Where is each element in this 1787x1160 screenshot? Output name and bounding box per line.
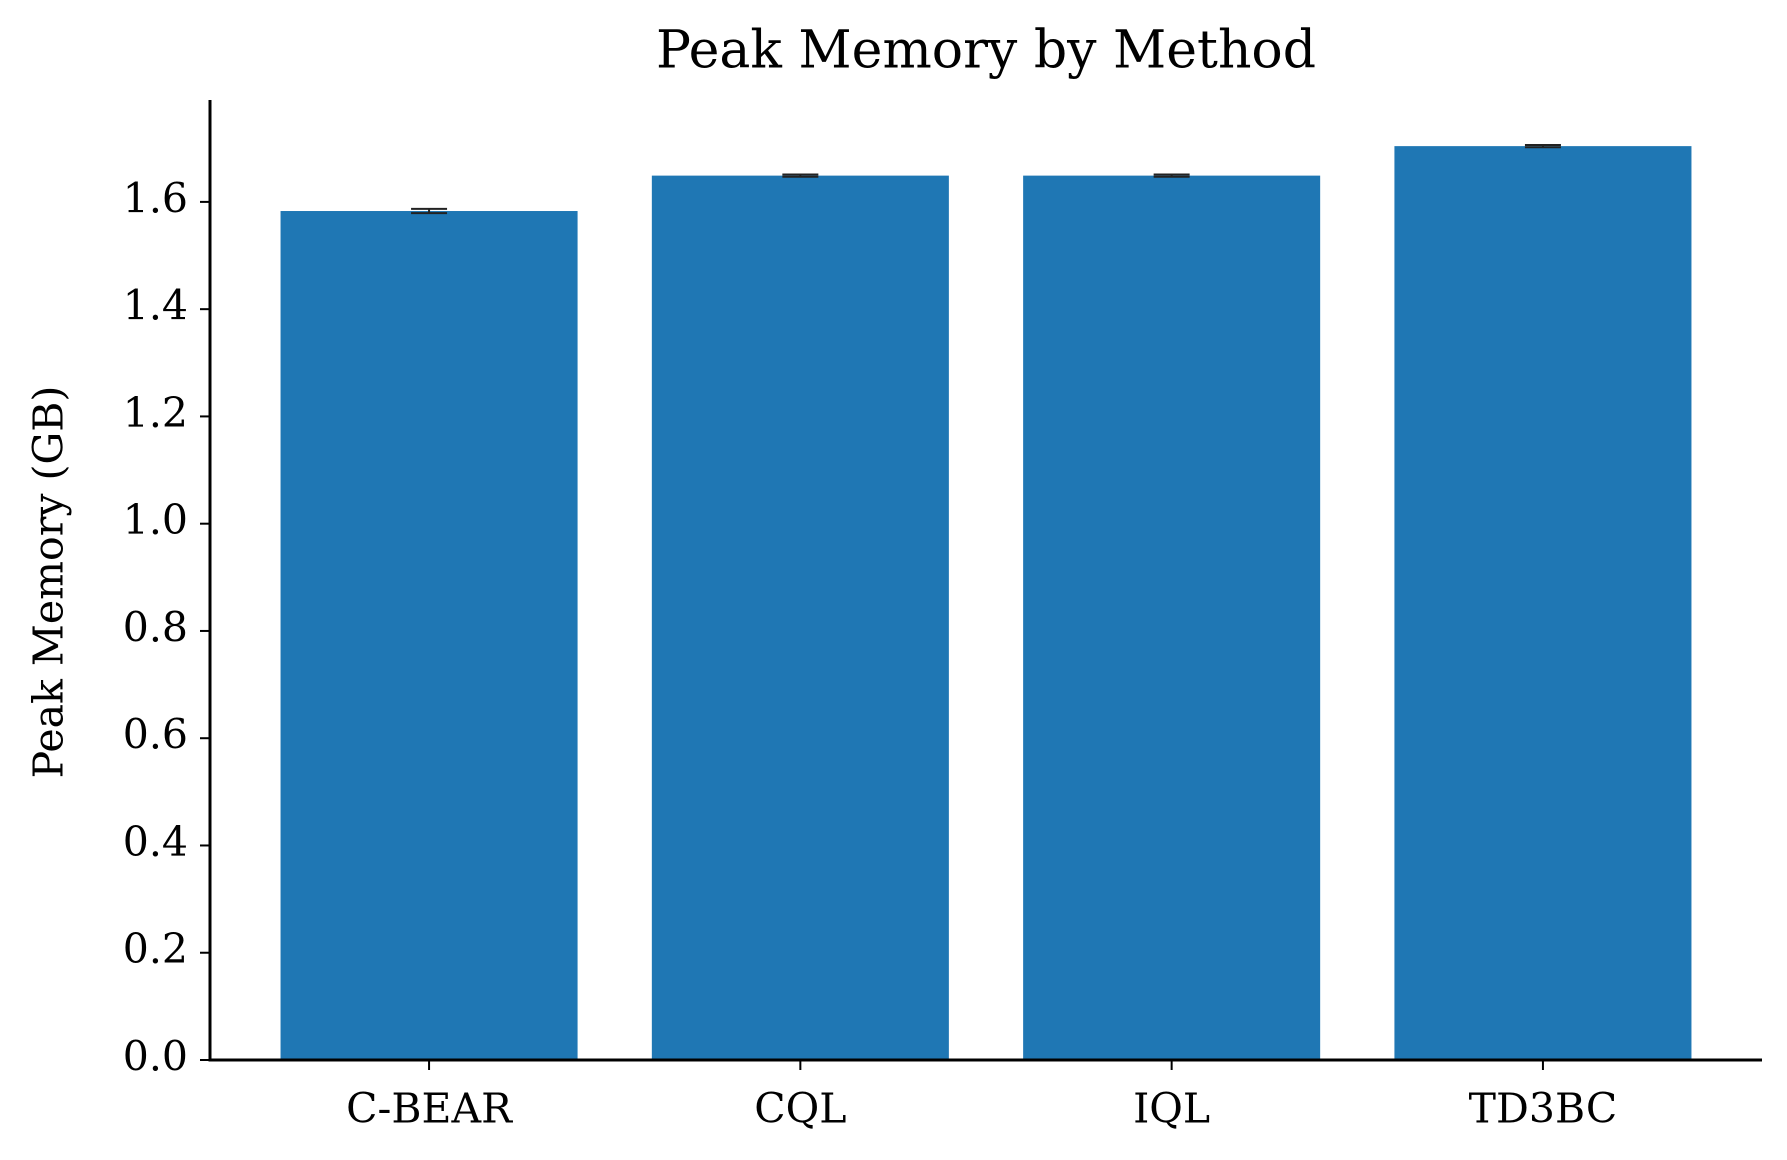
y-tick-label: 0.8 [123, 603, 188, 651]
bar [1023, 175, 1321, 1060]
bar [1394, 146, 1692, 1060]
x-tick-label: TD3BC [1469, 1085, 1618, 1133]
y-tick-label: 1.6 [123, 174, 188, 222]
bar [280, 211, 578, 1061]
y-tick-label: 0.6 [123, 711, 188, 759]
chart-title: Peak Memory by Method [656, 21, 1316, 81]
y-tick-label: 1.0 [123, 496, 188, 544]
bar [651, 175, 949, 1060]
y-tick-label: 0.2 [123, 925, 188, 973]
x-tick-label: C-BEAR [346, 1085, 513, 1133]
x-tick-label: CQL [754, 1085, 846, 1133]
x-tick-label: IQL [1133, 1085, 1210, 1133]
y-tick-label: 1.2 [123, 389, 188, 437]
y-tick-label: 1.4 [123, 282, 188, 330]
y-tick-label: 0.4 [123, 818, 188, 866]
y-tick-label: 0.0 [123, 1033, 188, 1081]
y-axis-label: Peak Memory (GB) [25, 386, 73, 779]
